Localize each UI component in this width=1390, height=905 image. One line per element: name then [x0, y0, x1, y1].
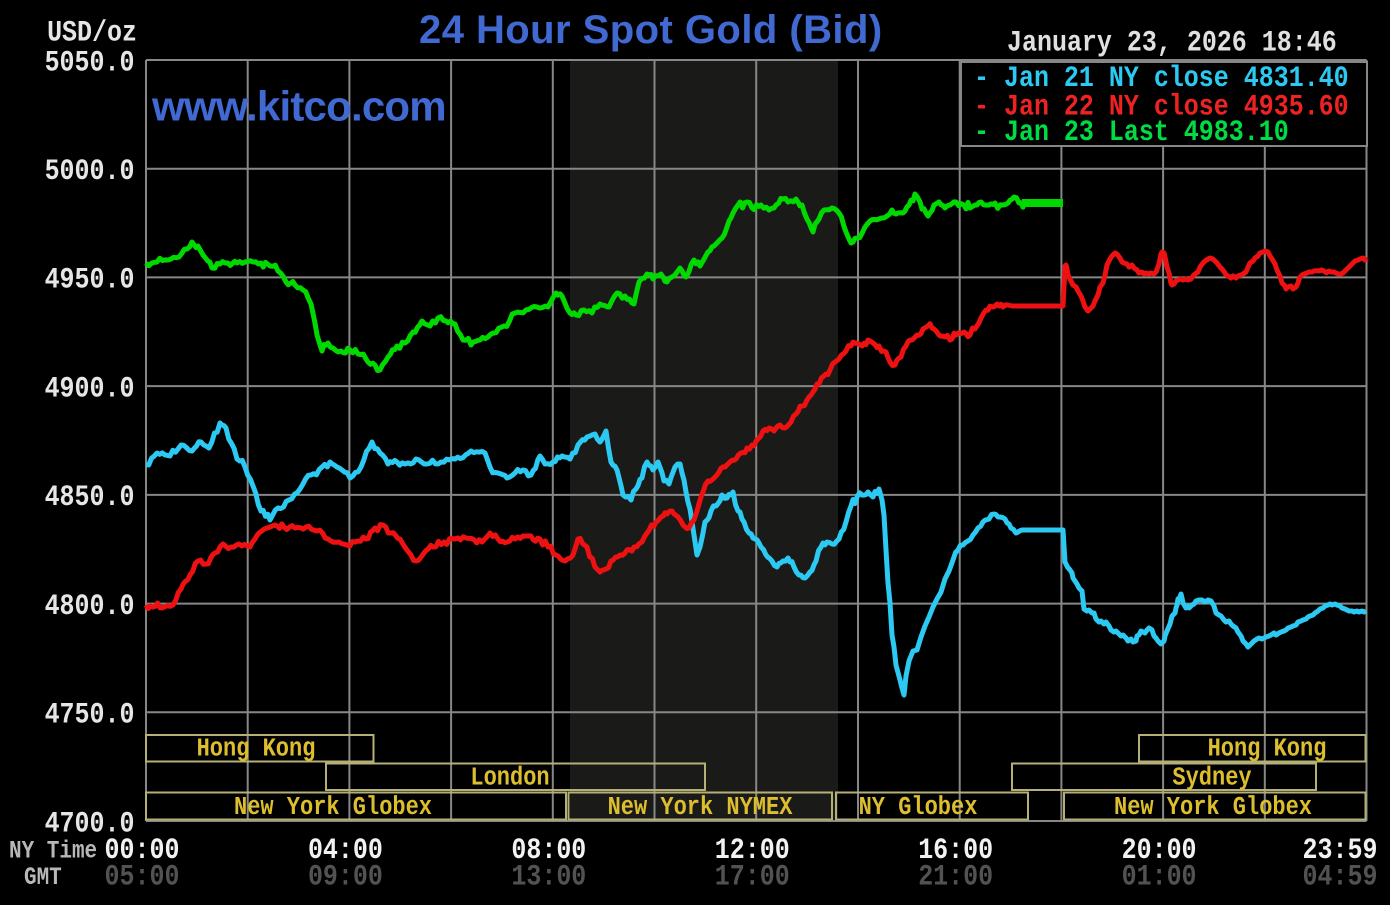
- svg-text:Sydney: Sydney: [1172, 764, 1251, 793]
- svg-text:13:00: 13:00: [511, 861, 586, 894]
- svg-text:09:00: 09:00: [308, 861, 383, 894]
- svg-text:USD/oz: USD/oz: [47, 17, 137, 50]
- svg-text:00:00: 00:00: [105, 834, 180, 867]
- svg-text:05:00: 05:00: [105, 861, 180, 894]
- svg-text:20:00: 20:00: [1122, 834, 1197, 867]
- svg-text:4850.0: 4850.0: [45, 481, 135, 514]
- svg-text:16:00: 16:00: [918, 834, 993, 867]
- svg-text:NY Time: NY Time: [9, 837, 97, 865]
- svg-text:24 Hour Spot Gold (Bid): 24 Hour Spot Gold (Bid): [419, 8, 883, 52]
- svg-text:4750.0: 4750.0: [45, 699, 135, 732]
- svg-text:- Jan 22 NY close 4935.60: - Jan 22 NY close 4935.60: [974, 91, 1349, 124]
- svg-text:- Jan 23 Last 4983.10: - Jan 23 Last 4983.10: [974, 116, 1289, 149]
- svg-text:NY Globex: NY Globex: [859, 794, 978, 823]
- svg-text:5050.0: 5050.0: [45, 47, 135, 80]
- svg-text:4900.0: 4900.0: [45, 373, 135, 406]
- svg-text:New York Globex: New York Globex: [1114, 794, 1312, 823]
- svg-text:New York NYMEX: New York NYMEX: [608, 794, 793, 823]
- svg-text:www.kitco.com: www.kitco.com: [151, 83, 446, 130]
- svg-text:London: London: [470, 764, 549, 793]
- svg-text:23:59: 23:59: [1303, 834, 1378, 867]
- svg-text:04:59: 04:59: [1303, 861, 1378, 894]
- svg-text:08:00: 08:00: [511, 834, 586, 867]
- svg-text:5000.0: 5000.0: [45, 155, 135, 188]
- svg-text:GMT: GMT: [24, 864, 62, 892]
- svg-text:4800.0: 4800.0: [45, 590, 135, 623]
- svg-text:Hong Kong: Hong Kong: [197, 735, 316, 764]
- svg-text:New York Globex: New York Globex: [234, 794, 432, 823]
- svg-text:04:00: 04:00: [308, 834, 383, 867]
- svg-text:4700.0: 4700.0: [45, 808, 135, 841]
- svg-text:21:00: 21:00: [918, 861, 993, 894]
- svg-text:17:00: 17:00: [715, 861, 790, 894]
- svg-text:Hong Kong: Hong Kong: [1208, 735, 1327, 764]
- svg-text:12:00: 12:00: [715, 834, 790, 867]
- svg-text:01:00: 01:00: [1122, 861, 1197, 894]
- svg-text:January 23, 2026 18:46: January 23, 2026 18:46: [1007, 27, 1337, 60]
- svg-text:4950.0: 4950.0: [45, 264, 135, 297]
- svg-text:- Jan 21 NY close 4831.40: - Jan 21 NY close 4831.40: [974, 62, 1349, 95]
